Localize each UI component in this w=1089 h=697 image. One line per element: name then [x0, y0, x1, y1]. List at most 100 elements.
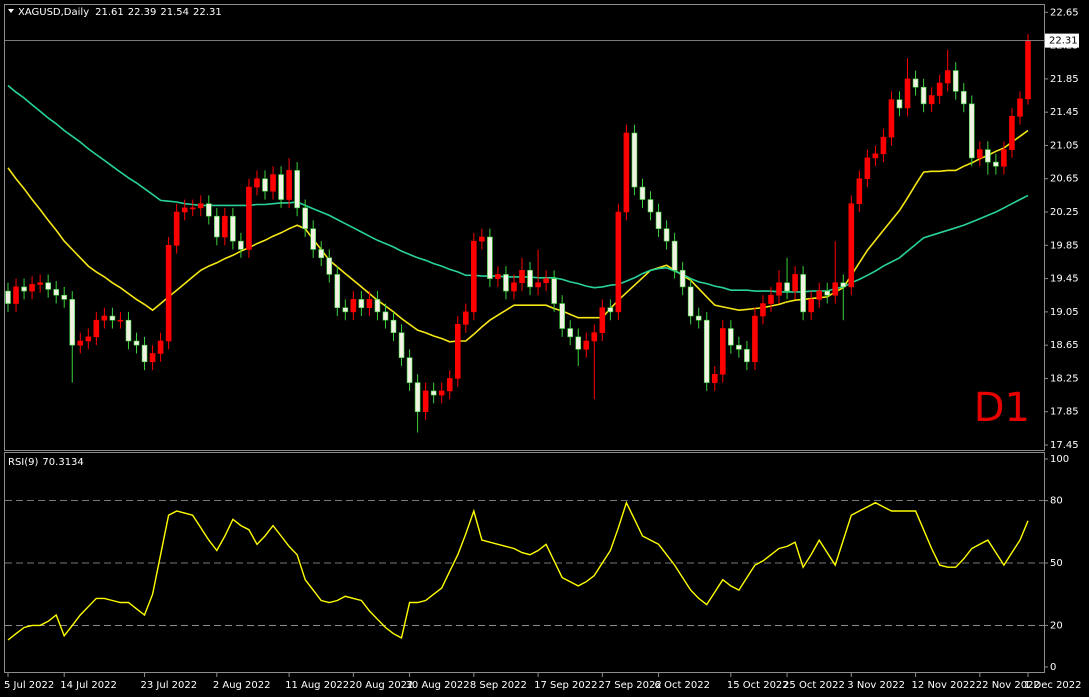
- candle-body: [1009, 116, 1015, 150]
- candle-body: [784, 282, 790, 292]
- candle-body: [165, 245, 172, 342]
- y-tick-label: 80: [1050, 496, 1063, 507]
- candle-body: [157, 340, 164, 354]
- plot-layer: 22.6522.2521.8521.4521.0520.6520.2519.85…: [4, 7, 1082, 691]
- candle-body: [302, 207, 308, 229]
- last-price-label: 22.31: [1049, 36, 1078, 47]
- candle-body: [205, 203, 212, 217]
- candle-body: [671, 240, 678, 271]
- candle-body: [944, 70, 951, 84]
- x-tick-label: 17 Sep 2022: [534, 680, 597, 691]
- candle-body: [181, 207, 188, 213]
- candle-body: [197, 203, 204, 209]
- x-tick-label: 25 Oct 2022: [783, 680, 845, 691]
- x-tick-label: 27 Sep 2022: [598, 680, 661, 691]
- candle-body: [583, 340, 590, 350]
- candle-body: [567, 328, 574, 338]
- main-panel-frame: [4, 4, 1045, 451]
- y-tick-label: 17.85: [1050, 407, 1079, 418]
- x-tick-label: 15 Oct 2022: [727, 680, 789, 691]
- candle-body: [222, 215, 228, 238]
- candle-body: [117, 319, 124, 322]
- last-price-box: [1045, 33, 1079, 48]
- candle-body: [334, 274, 341, 309]
- candle-body: [679, 269, 686, 288]
- candle-body: [45, 282, 51, 290]
- y-tick-label: 21.45: [1050, 107, 1079, 118]
- candle-body: [752, 315, 758, 363]
- candle-body: [880, 136, 887, 155]
- candle-body: [695, 315, 702, 321]
- candle-body: [37, 282, 43, 285]
- candle-body: [744, 349, 750, 363]
- candle-body: [896, 99, 903, 109]
- candle-body: [575, 336, 582, 350]
- x-tick-label: 30 Aug 2022: [406, 680, 470, 691]
- rsi-last-value: 70.3134: [42, 457, 83, 468]
- candle-body: [238, 240, 244, 250]
- candle-body: [615, 211, 622, 313]
- candle-body: [214, 215, 220, 238]
- candle-body: [985, 149, 991, 163]
- candle-body: [262, 178, 268, 192]
- rsi-panel-frame: [4, 452, 1045, 673]
- rsi-line: [7, 500, 1029, 641]
- candle-body: [487, 236, 493, 279]
- candle-body: [888, 99, 895, 138]
- y-tick-label: 20.25: [1050, 207, 1079, 218]
- x-tick-label: 11 Aug 2022: [285, 680, 349, 691]
- candle-body: [1025, 40, 1031, 100]
- candle-body: [543, 278, 549, 284]
- y-tick-label: 18.65: [1050, 340, 1079, 351]
- candle-body: [13, 286, 19, 304]
- candle-body: [430, 390, 437, 396]
- candle-body: [422, 390, 429, 413]
- candle-body: [446, 378, 453, 392]
- candle-body: [848, 203, 855, 288]
- candle-body: [85, 336, 92, 342]
- candle-body: [109, 315, 116, 321]
- candle-body: [189, 207, 196, 210]
- y-tick-label: 21.85: [1050, 74, 1079, 85]
- candle-body: [776, 282, 782, 296]
- candle-body: [77, 340, 84, 346]
- main-header: XAGUSD,Daily 21.61 22.39 21.54 22.31: [18, 7, 222, 18]
- candle-body: [382, 311, 389, 321]
- last-low: 21.54: [160, 7, 189, 18]
- candle-body: [93, 319, 100, 338]
- moving-average: [7, 84, 1029, 293]
- candle-body: [454, 324, 461, 379]
- candle-body: [141, 344, 148, 363]
- candle-body: [631, 132, 638, 188]
- candle-body: [808, 299, 814, 313]
- candle-body: [904, 78, 911, 109]
- candle-body: [840, 282, 847, 288]
- menu-triangle[interactable]: [8, 9, 14, 13]
- candle-body: [342, 307, 349, 313]
- candle-body: [398, 332, 405, 358]
- candle-body: [358, 299, 365, 309]
- y-tick-label: 21.05: [1050, 140, 1079, 151]
- candle-body: [864, 157, 871, 180]
- rsi-title: RSI(9): [8, 457, 39, 468]
- candle-body: [872, 153, 879, 159]
- candle-body: [21, 286, 27, 292]
- x-tick-label: 2 Aug 2022: [213, 680, 271, 691]
- candle-body: [310, 228, 316, 250]
- candle-body: [703, 319, 710, 383]
- candle-body: [936, 82, 943, 96]
- candle-body: [968, 103, 975, 159]
- candle-body: [495, 274, 501, 279]
- candle-body: [599, 307, 606, 333]
- candle-body: [816, 290, 822, 300]
- y-tick-label: 22.65: [1050, 7, 1079, 18]
- candle-body: [768, 294, 774, 304]
- y-tick-label: 100: [1050, 454, 1069, 465]
- candle-body: [687, 286, 694, 317]
- last-close: 22.31: [193, 7, 222, 18]
- x-tick-label: 3 Nov 2022: [847, 680, 905, 691]
- candle-body: [920, 86, 927, 105]
- candle-body: [438, 390, 445, 396]
- y-tick-label: 19.45: [1050, 274, 1079, 285]
